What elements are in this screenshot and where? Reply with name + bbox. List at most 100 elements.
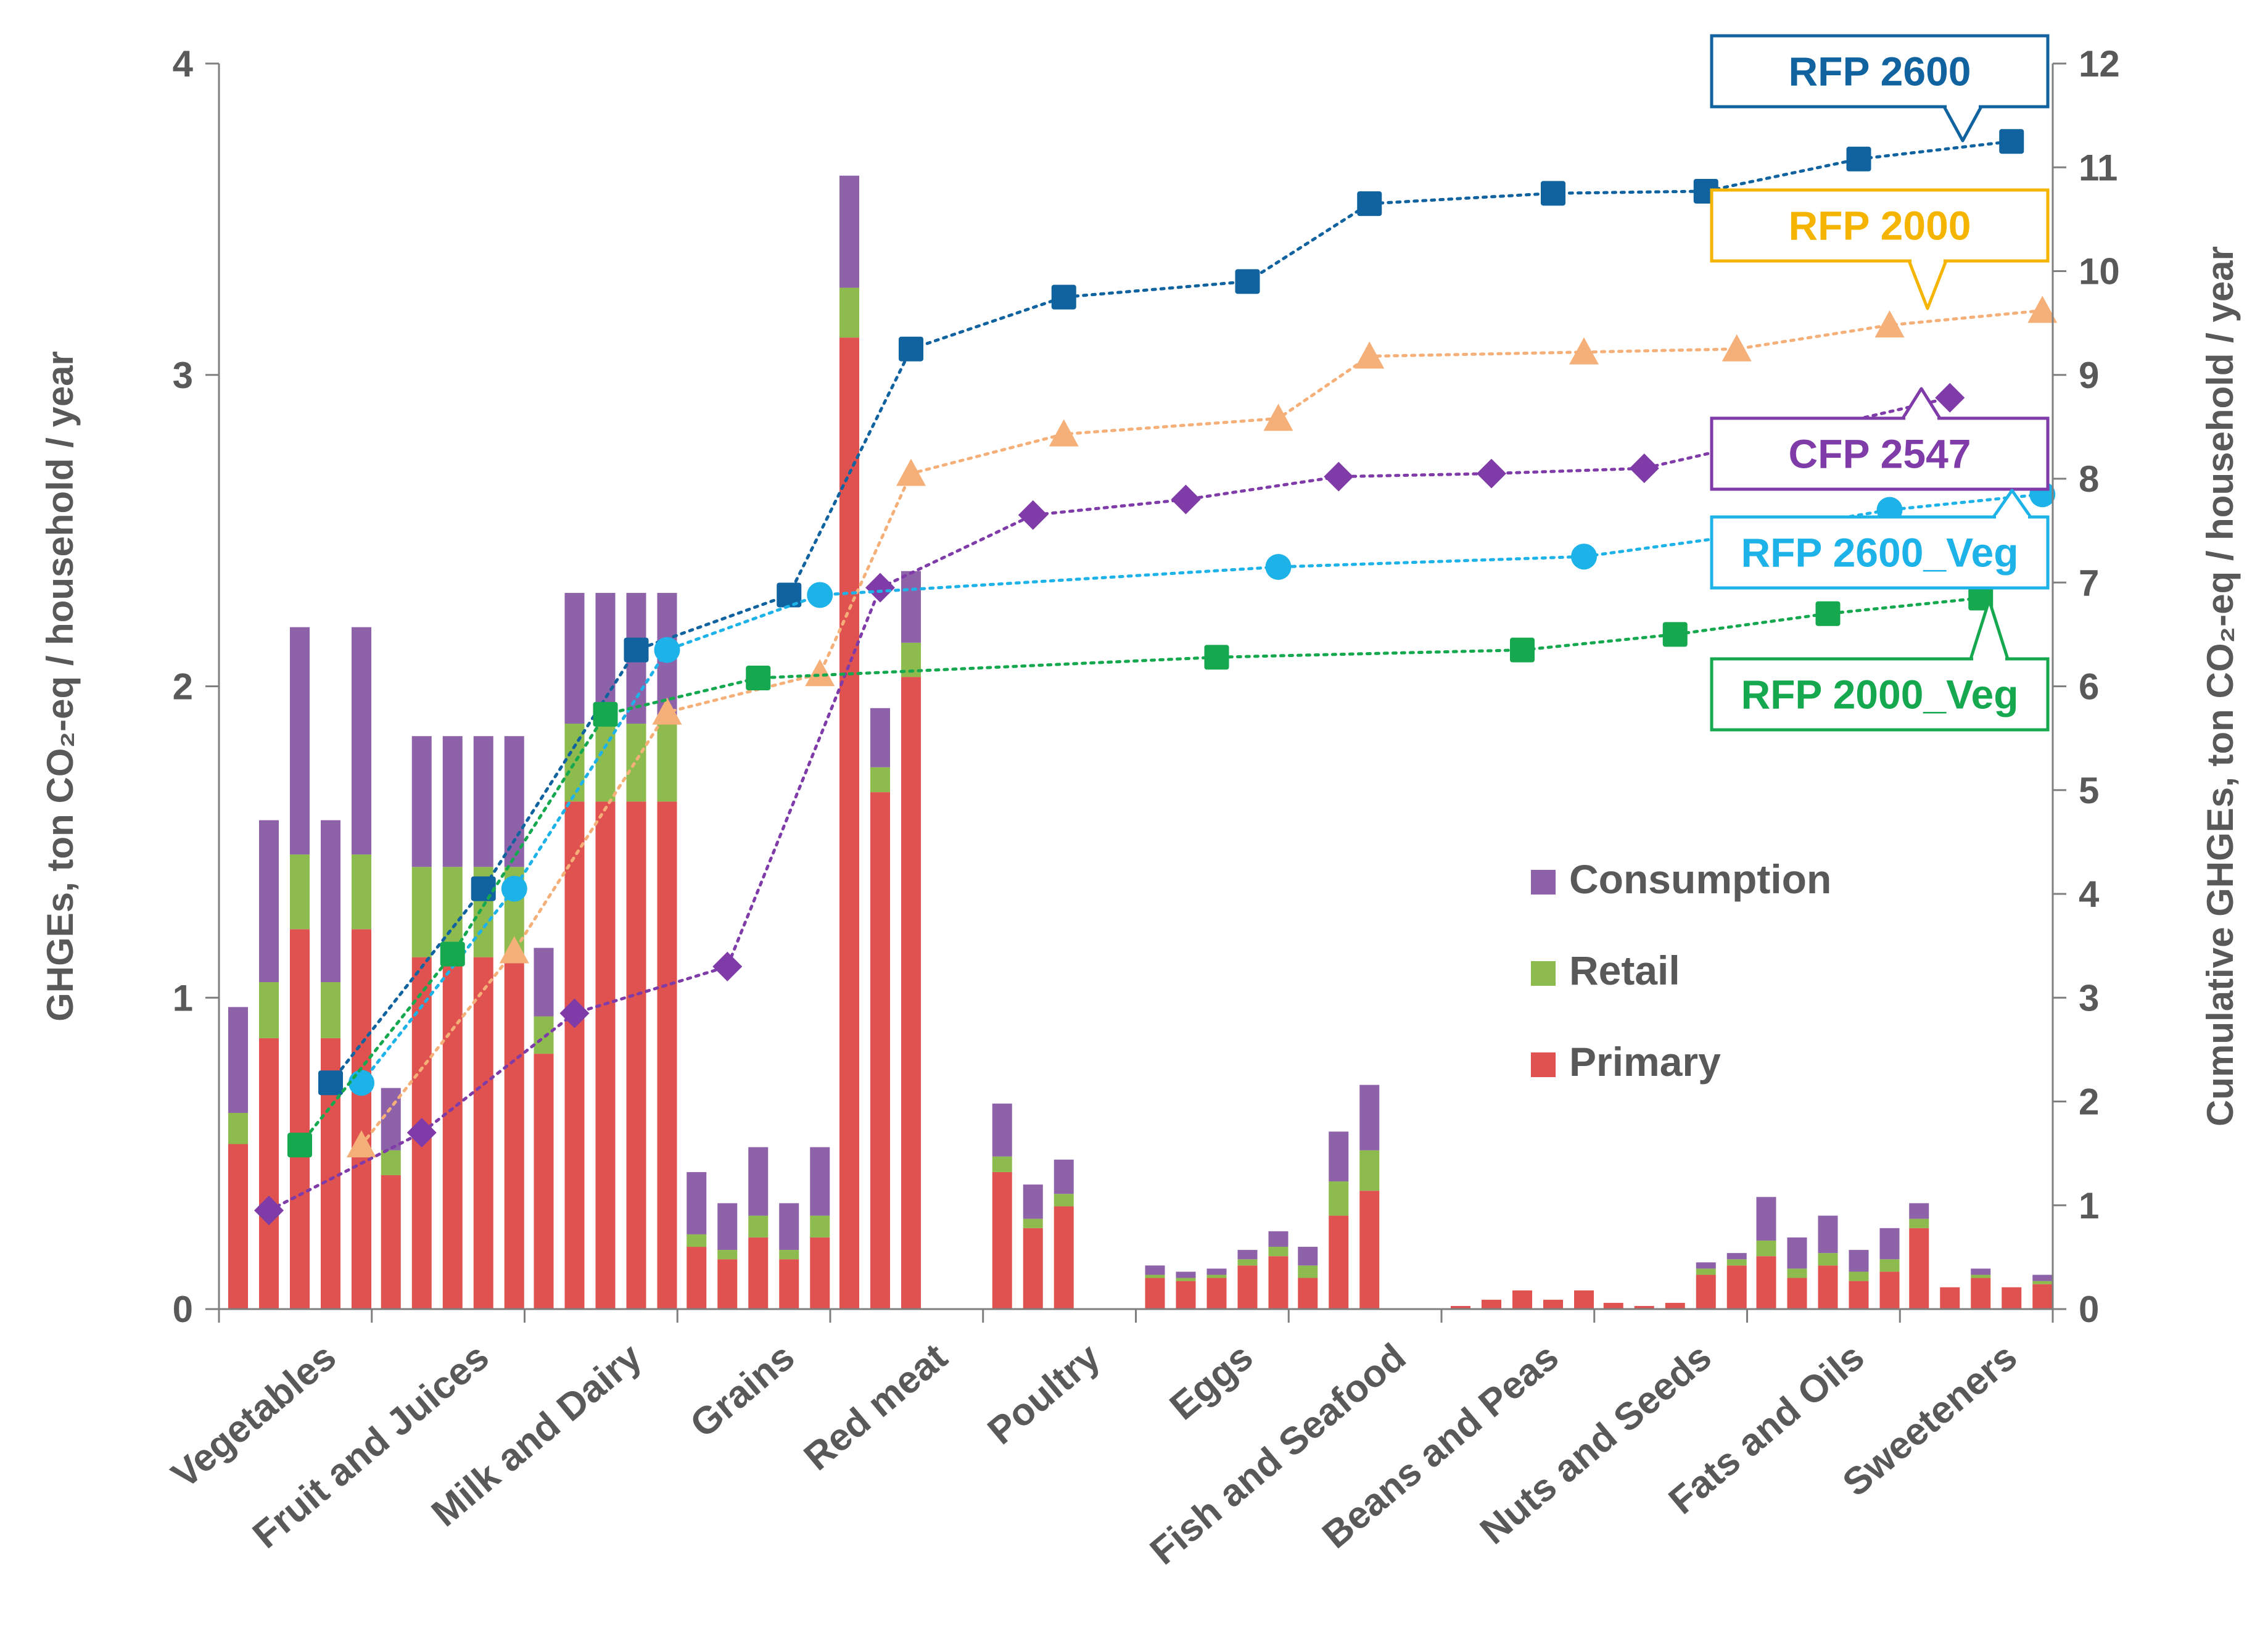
line-marker-triangle <box>805 659 835 687</box>
line-marker-triangle <box>347 1130 376 1158</box>
y-right-tick-label: 5 <box>2079 770 2099 811</box>
bar-primary <box>259 1038 279 1309</box>
bar-consumption <box>1268 1231 1289 1247</box>
bar-primary <box>1696 1275 1716 1309</box>
line-marker-triangle <box>1263 403 1293 431</box>
bar-consumption <box>290 627 310 855</box>
bar-primary <box>442 957 463 1309</box>
bar-retail <box>1971 1275 1991 1278</box>
bar-primary <box>1634 1305 1654 1309</box>
bar-primary <box>1971 1278 1991 1309</box>
callout-box <box>1710 515 2050 590</box>
bar-primary <box>381 1175 401 1309</box>
line-marker-square <box>746 666 771 691</box>
bar-retail <box>2032 1281 2053 1284</box>
bar-retail <box>1756 1240 1776 1257</box>
legend-swatch <box>1531 1052 1556 1077</box>
y-right-tick-label: 4 <box>2079 874 2100 915</box>
bar-primary <box>1756 1256 1776 1309</box>
bar-primary <box>901 677 921 1309</box>
series-cfp-2547 <box>254 382 1965 1226</box>
bar-primary <box>657 801 677 1309</box>
callout-rfp-2000-veg: RFP 2000_Veg <box>1710 598 2050 732</box>
bar-consumption <box>1237 1250 1258 1260</box>
callout-pointer <box>1942 105 1983 143</box>
y-right-tick-label: 0 <box>2079 1289 2099 1330</box>
line-marker-square <box>1510 637 1535 663</box>
bar-consumption <box>810 1147 830 1216</box>
bar-retail <box>352 854 371 930</box>
y-left-tick-label: 0 <box>173 1289 193 1330</box>
callout-label: CFP 2547 <box>1789 431 1971 477</box>
bar-primary <box>1206 1278 1227 1309</box>
bar-retail <box>321 982 340 1038</box>
line-marker-diamond <box>406 1117 437 1147</box>
series-line <box>329 139 2013 1085</box>
callout-label: RFP 2000_Veg <box>1741 672 2018 717</box>
bar-consumption <box>381 1088 401 1151</box>
bar-primary <box>1543 1299 1563 1309</box>
bar-retail <box>1206 1275 1227 1278</box>
line-marker-square <box>1815 601 1841 626</box>
line-marker-diamond <box>254 1196 284 1226</box>
bar-primary <box>992 1172 1012 1309</box>
bar-consumption <box>1359 1085 1380 1151</box>
bar-primary <box>1512 1290 1532 1309</box>
legend-label: Consumption <box>1569 856 1831 902</box>
legend-label: Retail <box>1569 948 1680 993</box>
bar-primary <box>564 801 585 1309</box>
bar-primary <box>1023 1228 1043 1309</box>
bar-consumption <box>748 1147 769 1216</box>
cumulative-lines <box>254 129 2058 1226</box>
line-marker-square <box>1846 146 1871 172</box>
line-marker-triangle <box>499 936 529 964</box>
line-marker-triangle <box>1355 341 1385 369</box>
bar-retail <box>717 1250 738 1260</box>
y-right-tick-label: 2 <box>2079 1081 2099 1123</box>
bar-retail <box>381 1150 401 1175</box>
bar-retail <box>595 724 616 802</box>
bar-consumption <box>473 736 493 867</box>
bar-consumption <box>1726 1253 1747 1260</box>
bar-primary <box>748 1237 769 1309</box>
series-line <box>298 596 1982 1147</box>
callout-label: RFP 2600 <box>1789 49 1971 94</box>
bar-primary <box>1665 1302 1685 1309</box>
bar-primary <box>473 957 493 1309</box>
bar-retail <box>810 1215 830 1238</box>
bar-consumption <box>1909 1203 1929 1219</box>
line-marker-diamond <box>1477 458 1506 489</box>
bar-primary <box>1849 1281 1869 1309</box>
legend-label: Primary <box>1569 1039 1721 1085</box>
bar-consumption <box>1818 1215 1838 1254</box>
bar-retail <box>1237 1259 1258 1266</box>
bar-consumption <box>870 708 890 767</box>
bar-primary <box>595 801 616 1309</box>
bar-consumption <box>1176 1271 1196 1278</box>
bar-primary <box>2002 1287 2022 1309</box>
line-marker-triangle <box>652 697 682 725</box>
callout-pointer <box>1992 489 2032 519</box>
callout-label: RFP 2000 <box>1789 203 1971 249</box>
bar-consumption <box>1298 1247 1318 1266</box>
series-line <box>267 396 1952 1212</box>
line-marker-circle <box>1265 554 1292 581</box>
bar-retail <box>290 854 310 930</box>
bar-consumption <box>259 820 279 983</box>
bar-primary <box>1298 1278 1318 1309</box>
bar-retail <box>564 724 585 802</box>
line-marker-triangle <box>1874 310 1905 337</box>
bar-primary <box>1940 1287 1960 1309</box>
y-right-tick-label: 9 <box>2079 355 2099 396</box>
y-left-tick-label: 2 <box>173 666 193 708</box>
line-marker-circle <box>348 1070 374 1096</box>
line-marker-diamond <box>1629 453 1659 484</box>
bar-primary <box>1787 1278 1807 1309</box>
bar-consumption <box>779 1203 799 1250</box>
bar-retail <box>657 724 677 802</box>
bar-retail <box>228 1113 248 1144</box>
bar-retail <box>1726 1259 1747 1266</box>
bar-consumption <box>411 736 432 867</box>
callout-pointer <box>1907 259 1948 310</box>
callout-box <box>1710 657 2050 732</box>
